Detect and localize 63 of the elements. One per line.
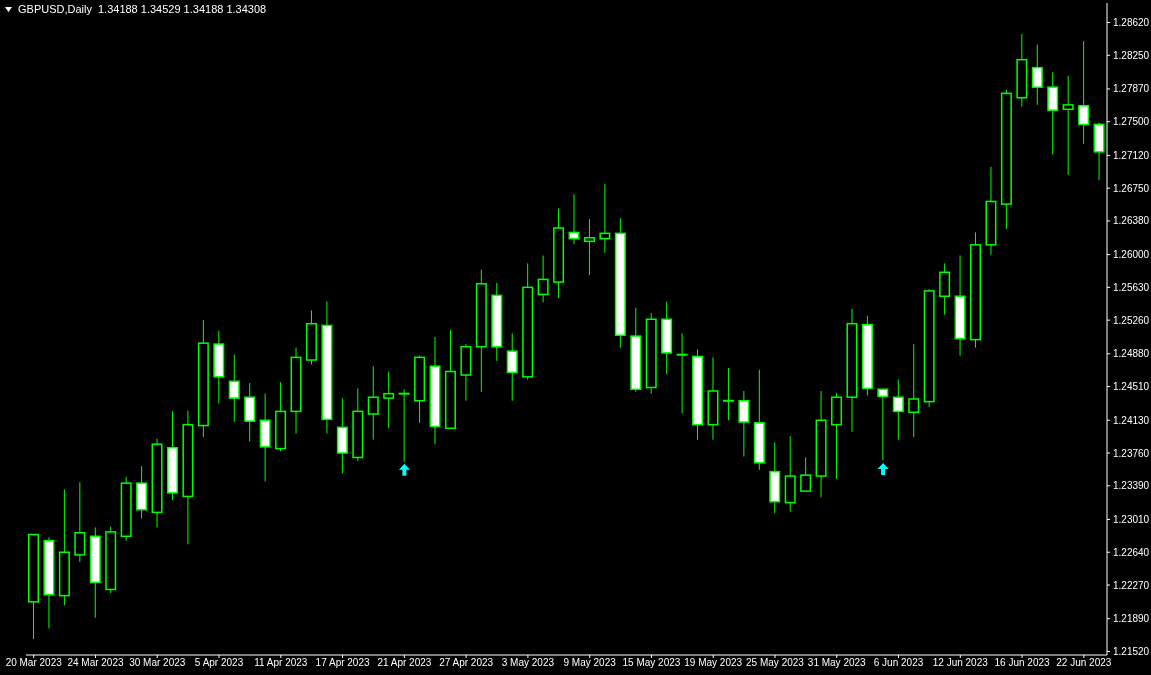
candlestick — [1078, 40, 1090, 145]
y-tick-label: 1.24880 — [1113, 348, 1150, 360]
x-tick-label: 27 Apr 2023 — [439, 657, 494, 669]
x-tick-label: 25 May 2023 — [746, 657, 805, 669]
x-tick-label: 31 May 2023 — [807, 657, 867, 669]
y-tick-label: 1.27870 — [1113, 83, 1150, 95]
candlestick — [721, 367, 735, 421]
x-tick-label: 17 Apr 2023 — [315, 657, 370, 669]
x-tick-label: 20 Mar 2023 — [5, 657, 63, 669]
candlestick — [1047, 71, 1059, 155]
chart-subtitle: 1.34188 1.34529 1.34188 1.34308 — [97, 3, 267, 16]
x-tick-label: 22 Jun 2023 — [1056, 657, 1112, 669]
y-tick-label: 1.23010 — [1113, 514, 1150, 526]
candlestick — [675, 332, 689, 414]
y-tick-label: 1.26000 — [1113, 249, 1150, 261]
x-tick-label: 19 May 2023 — [684, 657, 743, 669]
y-tick-label: 1.23760 — [1113, 447, 1150, 459]
y-tick-label: 1.26380 — [1113, 215, 1150, 227]
y-tick-label: 1.21520 — [1113, 646, 1150, 658]
candlestick — [583, 218, 595, 276]
y-tick-label: 1.22270 — [1113, 579, 1150, 591]
x-tick-label: 9 May 2023 — [563, 657, 617, 669]
y-tick-label: 1.27500 — [1113, 116, 1150, 128]
chart-title: GBPUSD,Daily — [18, 3, 92, 16]
candlestick — [244, 382, 256, 443]
candlestick — [939, 262, 951, 316]
x-tick-label: 30 Mar 2023 — [129, 657, 186, 669]
candlestick — [367, 365, 379, 441]
x-tick-label: 24 Mar 2023 — [67, 657, 124, 669]
y-tick-label: 1.24510 — [1113, 381, 1150, 393]
y-tick-label: 1.23390 — [1113, 480, 1150, 492]
y-tick-label: 1.24130 — [1113, 414, 1150, 426]
candlestick — [397, 388, 411, 463]
candlestick — [599, 183, 611, 254]
y-tick-label: 1.28620 — [1113, 17, 1150, 29]
candlestick — [908, 343, 920, 438]
candlestick — [738, 390, 750, 458]
y-tick-label: 1.25260 — [1113, 314, 1150, 326]
y-tick-label: 1.21890 — [1113, 613, 1150, 625]
candlestick — [1031, 44, 1043, 106]
candlestick — [892, 378, 904, 441]
x-tick-label: 11 Apr 2023 — [254, 657, 308, 669]
x-tick-label: 21 Apr 2023 — [377, 657, 432, 669]
x-tick-label: 12 Jun 2023 — [932, 657, 989, 669]
candlestick — [800, 456, 812, 492]
candlestick — [506, 332, 518, 402]
candlestick — [877, 388, 889, 461]
x-tick-label: 6 Jun 2023 — [873, 657, 924, 669]
candlestick — [228, 354, 240, 423]
y-tick-label: 1.26750 — [1113, 182, 1150, 194]
x-tick-label: 15 May 2023 — [622, 657, 681, 669]
candlestick — [383, 371, 395, 429]
y-tick-label: 1.25630 — [1113, 281, 1150, 293]
x-tick-label: 3 May 2023 — [501, 657, 555, 669]
y-tick-label: 1.22640 — [1113, 546, 1150, 558]
candlestick — [74, 481, 86, 563]
x-tick-label: 5 Apr 2023 — [194, 657, 244, 669]
candlestick — [568, 193, 580, 245]
y-tick-label: 1.28250 — [1113, 49, 1150, 61]
candlestick — [537, 254, 549, 303]
x-tick-label: 16 Jun 2023 — [994, 657, 1051, 669]
y-tick-label: 1.27120 — [1113, 149, 1150, 161]
candlestick — [1062, 75, 1074, 176]
